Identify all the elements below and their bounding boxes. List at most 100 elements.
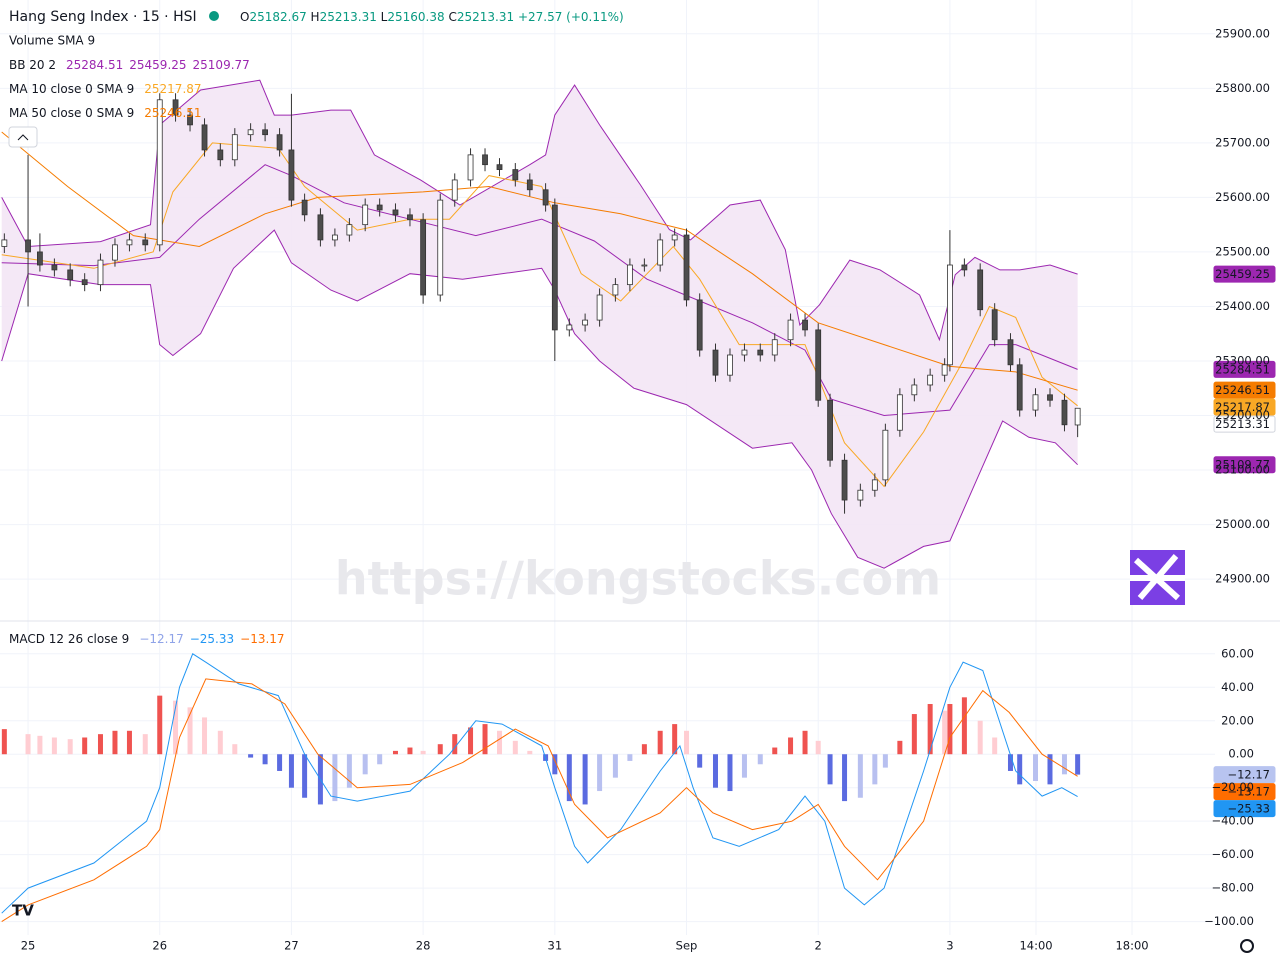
candle-body bbox=[301, 199, 308, 216]
candle-body bbox=[991, 309, 998, 341]
y-tick-label: 40.00 bbox=[1221, 680, 1254, 694]
histogram-bar bbox=[497, 730, 503, 755]
histogram-bar bbox=[947, 704, 953, 755]
ma-legend: MA 50 close 0 SMA 9 25246.51 bbox=[9, 106, 202, 120]
histogram-bar bbox=[802, 730, 808, 755]
histogram-bar bbox=[842, 754, 848, 802]
price-tag-label: 25109.77 bbox=[1215, 458, 1270, 472]
histogram-bar bbox=[1017, 754, 1023, 785]
candle-body bbox=[172, 99, 179, 116]
histogram-bar bbox=[1033, 754, 1039, 782]
candle-body bbox=[420, 219, 427, 296]
candle-body bbox=[81, 279, 88, 286]
candle-body bbox=[727, 354, 733, 376]
histogram-bar bbox=[512, 740, 518, 755]
histogram-bar bbox=[173, 700, 179, 755]
ma-value: 25246.51 bbox=[144, 106, 201, 120]
moving-average bbox=[1, 142, 1078, 488]
histogram-bar bbox=[566, 754, 572, 802]
histogram-bar bbox=[882, 754, 888, 768]
y-tick-label: 25900.00 bbox=[1215, 26, 1270, 40]
histogram-bar bbox=[202, 717, 208, 755]
bb-legend: BB 20 2 25284.51 25459.25 25109.77 bbox=[9, 58, 250, 72]
status-dot bbox=[209, 11, 219, 21]
y-tick-label: 25300.00 bbox=[1215, 353, 1270, 367]
bb-lower bbox=[1, 229, 1078, 569]
histogram-bar bbox=[961, 697, 967, 755]
candle-body bbox=[841, 459, 848, 501]
price-tag-label: 25246.51 bbox=[1215, 383, 1270, 397]
y-tick-label: 0.00 bbox=[1228, 747, 1254, 761]
y-tick-label: 25800.00 bbox=[1215, 81, 1270, 95]
candle-body bbox=[626, 264, 633, 286]
macd-value: −12.17 bbox=[139, 632, 183, 646]
histogram-bar bbox=[641, 744, 647, 755]
x-tick-label: 25 bbox=[21, 939, 36, 953]
histogram-bar bbox=[407, 747, 413, 755]
histogram-bar bbox=[97, 734, 103, 755]
histogram-bar bbox=[827, 754, 833, 785]
histogram-bar bbox=[857, 754, 863, 798]
candle-body bbox=[542, 189, 549, 206]
price-tag-label: 25213.31 bbox=[1215, 417, 1270, 431]
candle-body bbox=[787, 319, 794, 341]
histogram-bar bbox=[25, 734, 31, 755]
candle-body bbox=[671, 234, 678, 241]
price-tag bbox=[1213, 456, 1276, 474]
candle-body bbox=[657, 239, 664, 266]
histogram-bar bbox=[942, 710, 948, 755]
candle-body bbox=[896, 394, 903, 431]
candle-body bbox=[25, 239, 31, 253]
y-tick-label: −80.00 bbox=[1211, 881, 1254, 895]
candle-body bbox=[683, 234, 690, 301]
candle-body bbox=[526, 179, 533, 191]
gear[interactable] bbox=[1240, 939, 1254, 953]
macd-line bbox=[1, 653, 1078, 914]
histogram-bar bbox=[597, 754, 603, 792]
histogram-bar bbox=[627, 754, 633, 761]
candle-body bbox=[112, 244, 118, 261]
candle-body bbox=[376, 204, 383, 211]
collapse-button[interactable] bbox=[8, 126, 38, 148]
change: +27.57 (+0.11%) bbox=[518, 10, 624, 24]
histogram-bar bbox=[277, 754, 283, 771]
y-tick-label: −60.00 bbox=[1211, 847, 1254, 861]
candle-body bbox=[1, 239, 8, 247]
bb-value: 25459.25 bbox=[129, 58, 186, 72]
price-tag bbox=[1213, 265, 1276, 283]
ma-value: 25217.87 bbox=[144, 82, 201, 96]
candle-body bbox=[1074, 407, 1081, 426]
candle-body bbox=[496, 164, 503, 170]
macd-name: MACD 12 26 close 9 bbox=[9, 632, 129, 646]
y-tick-label: 60.00 bbox=[1221, 646, 1254, 660]
ohlc-value: 25213.31 bbox=[457, 10, 514, 24]
histogram-bar bbox=[1075, 754, 1081, 775]
x-tick-label: 28 bbox=[416, 939, 431, 953]
candle-body bbox=[331, 234, 338, 241]
macd-value: −13.17 bbox=[240, 632, 284, 646]
ma-name: MA 50 close 0 SMA 9 bbox=[9, 106, 134, 120]
y-tick-label: 25500.00 bbox=[1215, 244, 1270, 258]
candle-body bbox=[871, 479, 878, 491]
histogram-bar bbox=[437, 744, 443, 755]
ohlc-value: 25213.31 bbox=[320, 10, 377, 24]
watermark: https://kongstocks.com bbox=[335, 552, 941, 606]
histogram-bar bbox=[126, 730, 132, 755]
settings-icon[interactable] bbox=[1240, 939, 1254, 953]
candle-body bbox=[771, 339, 778, 356]
price-tag-label: −12.17 bbox=[1227, 768, 1270, 782]
badge-mark bbox=[1130, 554, 1185, 601]
ma-legend: MA 10 close 0 SMA 9 25217.87 bbox=[9, 82, 202, 96]
ohlc-label: C bbox=[448, 10, 456, 24]
ohlc-value: 25182.67 bbox=[249, 10, 306, 24]
candle-body bbox=[362, 204, 369, 226]
histogram-bar bbox=[872, 754, 878, 785]
y-tick-label: 25400.00 bbox=[1215, 299, 1270, 313]
symbol-title: Hang Seng Index · 15 · HSI bbox=[9, 9, 197, 25]
candle-body bbox=[97, 259, 104, 286]
bb-name: BB 20 2 bbox=[9, 58, 56, 72]
histogram-bar bbox=[1061, 754, 1067, 775]
candle-body bbox=[566, 324, 573, 331]
legend: Hang Seng Index · 15 · HSI O25182.67 H25… bbox=[8, 9, 624, 646]
